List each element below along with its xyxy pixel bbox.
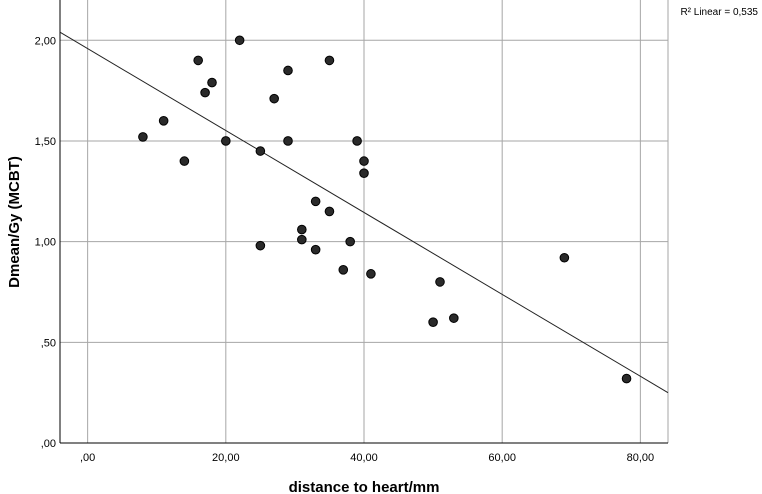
y-tick-label: 1,50 xyxy=(35,136,56,148)
data-point xyxy=(559,252,570,263)
data-point xyxy=(179,156,190,166)
data-point xyxy=(621,373,632,384)
regression-fit-line xyxy=(59,31,669,394)
data-point xyxy=(193,55,203,66)
data-point xyxy=(269,93,279,104)
data-point xyxy=(283,65,293,76)
x-tick-label: ,00 xyxy=(80,452,95,464)
data-point xyxy=(297,224,307,235)
data-point xyxy=(338,265,349,275)
data-point xyxy=(207,77,217,88)
data-point xyxy=(310,196,321,207)
x-tick-label: 60,00 xyxy=(488,452,516,464)
y-tick-label: 1,00 xyxy=(35,237,56,249)
data-point xyxy=(428,317,438,327)
y-tick-label: 2,00 xyxy=(35,35,56,47)
x-tick-label: 40,00 xyxy=(350,452,378,464)
grid-lines xyxy=(60,0,669,443)
x-tick-label: 20,00 xyxy=(212,452,240,464)
data-point xyxy=(310,244,321,255)
x-tick-labels: ,00 20,00 40,00 60,00 80,00 xyxy=(80,452,654,464)
data-points xyxy=(138,35,632,384)
data-point xyxy=(234,35,245,46)
y-tick-labels: ,00 ,50 1,00 1,50 2,00 xyxy=(35,35,56,450)
data-point xyxy=(297,234,307,245)
y-axis-title: Dmean/Gy (MCBT) xyxy=(6,156,23,288)
y-tick-label: ,50 xyxy=(41,337,56,349)
data-point xyxy=(138,132,148,142)
x-axis-title: distance to heart/mm xyxy=(289,479,440,494)
data-point xyxy=(435,277,445,287)
data-point xyxy=(352,136,362,146)
data-point xyxy=(366,269,376,279)
data-point xyxy=(283,136,293,146)
data-point xyxy=(200,87,210,98)
data-point xyxy=(449,313,459,323)
data-point xyxy=(345,236,355,247)
data-point xyxy=(324,55,335,66)
data-point xyxy=(359,168,369,178)
data-point xyxy=(255,240,266,251)
data-point xyxy=(359,156,369,166)
data-point xyxy=(221,136,231,146)
r2-annotation: R² Linear = 0,535 xyxy=(680,7,758,18)
x-tick-label: 80,00 xyxy=(627,452,655,464)
data-point xyxy=(255,146,266,156)
data-point xyxy=(158,116,169,126)
y-tick-label: ,00 xyxy=(41,438,56,450)
data-point xyxy=(324,206,335,217)
